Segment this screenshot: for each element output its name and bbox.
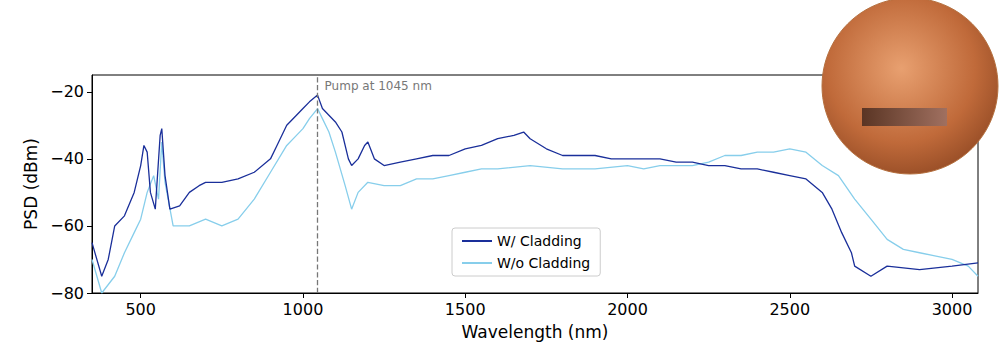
svg-text:PSD (dBm): PSD (dBm) xyxy=(21,138,41,230)
svg-text:Wavelength (nm): Wavelength (nm) xyxy=(462,322,609,342)
svg-text:500: 500 xyxy=(125,300,156,319)
svg-text:1500: 1500 xyxy=(445,300,486,319)
svg-text:W/o Cladding: W/o Cladding xyxy=(497,255,590,271)
svg-text:−40: −40 xyxy=(50,149,84,168)
svg-text:−80: −80 xyxy=(50,284,84,303)
svg-text:Pump at 1045 nm: Pump at 1045 nm xyxy=(325,79,432,93)
svg-text:W/ Cladding: W/ Cladding xyxy=(497,233,582,249)
svg-text:−20: −20 xyxy=(50,82,84,101)
svg-text:2000: 2000 xyxy=(607,300,648,319)
svg-text:3000: 3000 xyxy=(932,300,973,319)
svg-text:−60: −60 xyxy=(50,216,84,235)
svg-text:2500: 2500 xyxy=(769,300,810,319)
svg-text:1000: 1000 xyxy=(283,300,324,319)
